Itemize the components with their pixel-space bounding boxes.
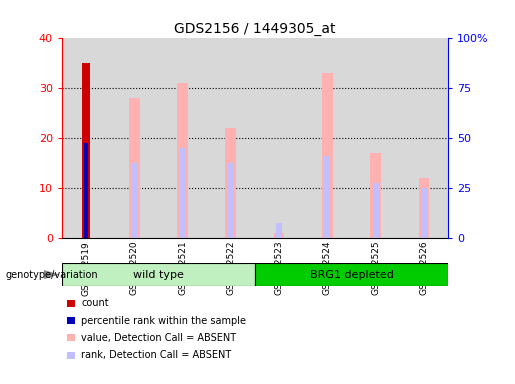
Text: rank, Detection Call = ABSENT: rank, Detection Call = ABSENT [81, 350, 232, 360]
Bar [274, 233, 284, 238]
Bar [131, 163, 137, 238]
Text: genotype/variation: genotype/variation [5, 270, 98, 280]
Bar [84, 143, 88, 238]
Text: value, Detection Call = ABSENT: value, Detection Call = ABSENT [81, 333, 236, 343]
Bar [177, 83, 188, 238]
Text: BRG1 depleted: BRG1 depleted [310, 270, 393, 280]
Bar [324, 156, 330, 238]
Bar [274, 233, 284, 238]
Bar [351, 38, 400, 238]
Bar [62, 38, 110, 238]
Bar [226, 128, 236, 238]
Bar [421, 188, 427, 238]
Bar [207, 38, 255, 238]
Bar [255, 38, 303, 238]
Bar [322, 73, 333, 238]
Bar [276, 223, 282, 238]
Bar [180, 148, 185, 238]
Title: GDS2156 / 1449305_at: GDS2156 / 1449305_at [174, 22, 336, 36]
Text: count: count [81, 298, 109, 308]
Bar [400, 38, 448, 238]
Bar [81, 63, 90, 238]
Bar [159, 38, 207, 238]
Text: percentile rank within the sample: percentile rank within the sample [81, 316, 246, 326]
FancyBboxPatch shape [255, 263, 448, 286]
Bar [110, 38, 159, 238]
Bar [129, 98, 140, 238]
Bar [228, 163, 234, 238]
Text: wild type: wild type [133, 270, 184, 280]
Bar [373, 183, 379, 238]
Bar [303, 38, 351, 238]
Bar [419, 178, 429, 238]
Polygon shape [44, 270, 59, 279]
FancyBboxPatch shape [62, 263, 255, 286]
Bar [370, 153, 381, 238]
